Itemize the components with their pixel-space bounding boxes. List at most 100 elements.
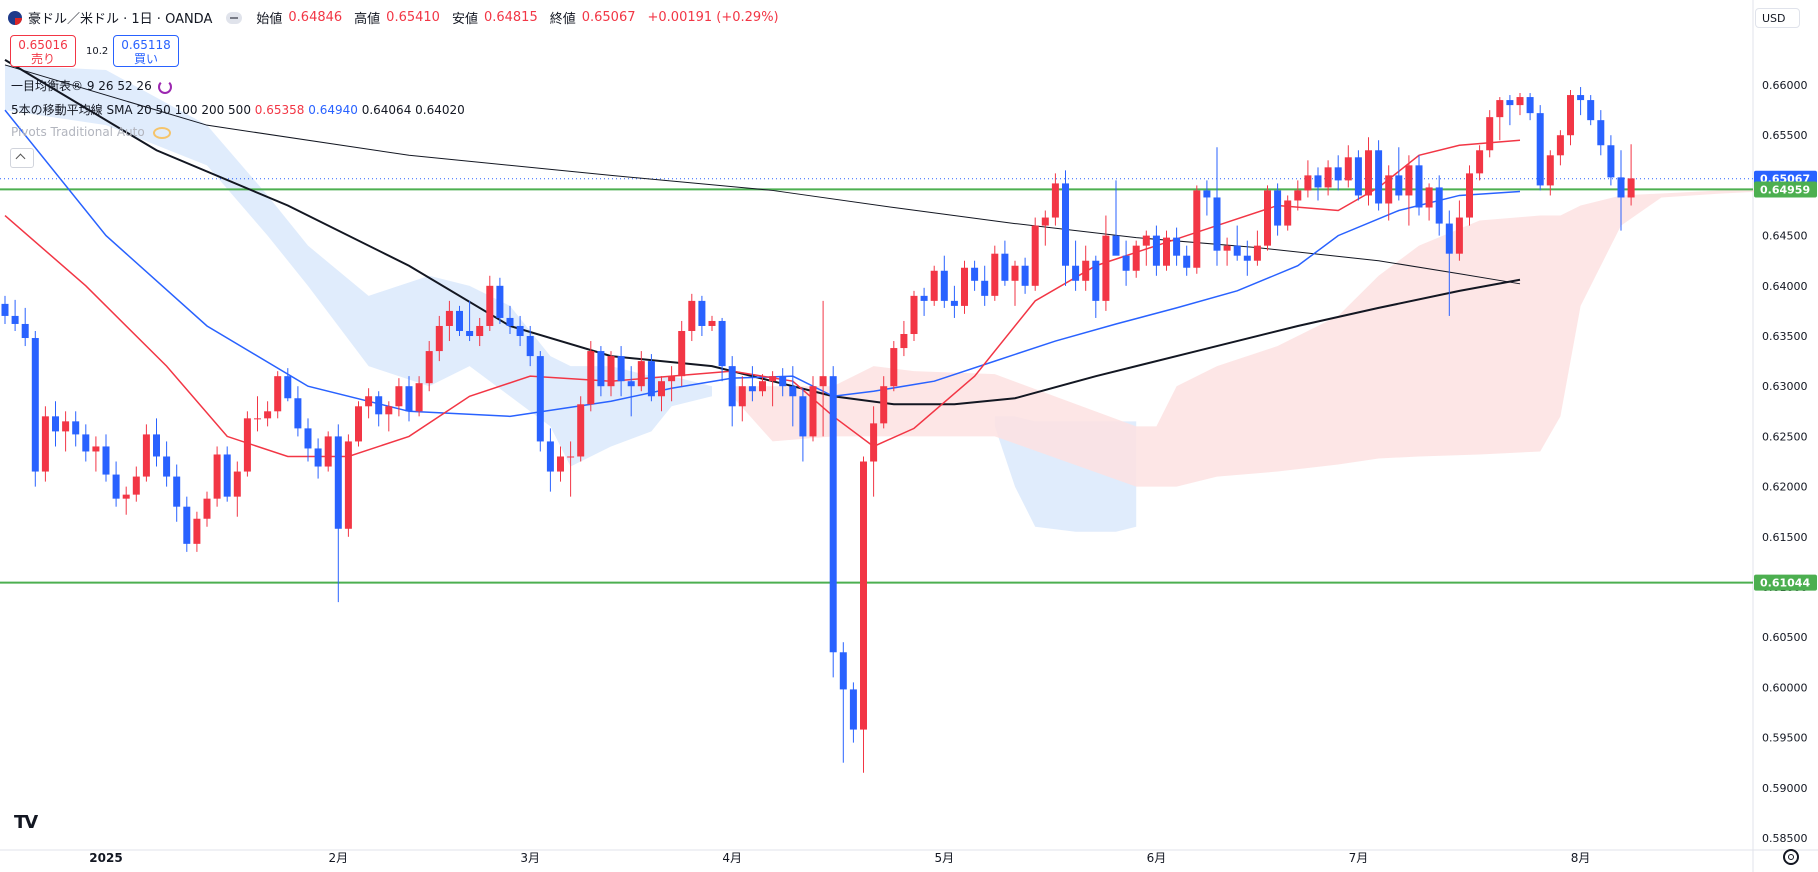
- sma200-value: 0.64020: [415, 103, 465, 117]
- sma50-value: 0.64940: [308, 103, 358, 117]
- candle-body: [1233, 245, 1241, 256]
- price-tick-label: 0.59000: [1762, 782, 1808, 795]
- candle-body: [243, 418, 251, 472]
- candle-body: [385, 406, 393, 415]
- candle-body: [577, 404, 585, 457]
- candle-body: [1243, 255, 1251, 261]
- candle-body: [223, 454, 231, 497]
- indicator-pivots[interactable]: Pivots Traditional Auto: [11, 125, 171, 139]
- candle-body: [314, 448, 322, 467]
- candle-body: [1031, 225, 1039, 286]
- candle-body: [344, 441, 352, 529]
- candle-body: [779, 376, 787, 387]
- candle-body: [1526, 97, 1534, 114]
- candle-body: [486, 285, 494, 326]
- time-tick-label: 5月: [934, 851, 954, 865]
- sell-button[interactable]: 0.65016 売り: [10, 35, 76, 67]
- high-label: 高値: [354, 12, 381, 27]
- time-tick-label: 8月: [1571, 851, 1591, 865]
- spread-value: 10.2: [86, 46, 109, 57]
- candle-body: [1445, 223, 1453, 254]
- buy-button[interactable]: 0.65118 買い: [113, 35, 179, 67]
- price-tick-label: 0.66000: [1762, 79, 1808, 92]
- candle-body: [567, 456, 575, 458]
- candle-body: [991, 253, 999, 296]
- candle-body: [324, 436, 332, 467]
- candle-body: [1142, 235, 1150, 246]
- candle-body: [900, 334, 908, 349]
- candle-body: [738, 386, 746, 407]
- candle-body: [971, 267, 979, 281]
- candle-body: [1041, 217, 1049, 226]
- symbol-title[interactable]: 豪ドル／米ドル · 1日 · OANDA: [28, 12, 213, 27]
- candle-body: [1385, 175, 1393, 204]
- candle-body: [829, 376, 837, 653]
- candle-body: [1476, 150, 1484, 174]
- candle-body: [1375, 150, 1383, 204]
- candle-body: [1183, 255, 1191, 268]
- price-tick-label: 0.64000: [1762, 280, 1808, 293]
- candle-body: [72, 421, 80, 435]
- candle-body: [1264, 190, 1271, 246]
- time-tick-label: 3月: [520, 851, 540, 865]
- candle-body: [82, 434, 90, 452]
- price-tick-label: 0.62000: [1762, 481, 1808, 494]
- indicator-sma[interactable]: 5本の移動平均線 SMA 20 50 100 200 500 0.65358 0…: [11, 101, 465, 118]
- candle-body: [860, 461, 867, 730]
- level-price-tag-bg: [1754, 181, 1817, 198]
- currency-selector[interactable]: USD: [1755, 8, 1800, 28]
- candle-body: [1466, 173, 1473, 218]
- price-tick-label: 0.63500: [1762, 330, 1808, 343]
- candle-body: [546, 441, 554, 472]
- low-label: 安値: [451, 12, 478, 27]
- open-value: 0.64846: [288, 10, 343, 25]
- candle-body: [668, 376, 676, 382]
- candle-body: [395, 386, 403, 407]
- candle-body: [1415, 165, 1423, 208]
- candle-body: [1546, 155, 1554, 186]
- candle-body: [1334, 167, 1342, 181]
- candle-body: [173, 476, 181, 507]
- candle-body: [940, 270, 948, 301]
- collapse-legend-icon[interactable]: [226, 11, 243, 24]
- candle-body: [496, 285, 504, 318]
- candle-body: [375, 396, 383, 415]
- candle-body: [254, 418, 261, 420]
- candle-body: [1567, 95, 1574, 136]
- price-tick-label: 0.65500: [1762, 129, 1808, 142]
- close-value: 0.65067: [581, 10, 636, 25]
- pivots-label: Pivots Traditional Auto: [11, 125, 145, 139]
- sma20-value: 0.65358: [254, 103, 305, 117]
- candle-body: [1011, 265, 1019, 281]
- settings-gear-icon[interactable]: [1783, 849, 1799, 865]
- candle-body: [92, 446, 100, 452]
- sma200-line: [4, 64, 1521, 285]
- candle-body: [1051, 183, 1059, 218]
- close-label: 終値: [549, 12, 576, 27]
- candle-body: [1516, 97, 1524, 106]
- candle-body: [1284, 200, 1292, 226]
- level-price-tag: 0.64959: [1760, 184, 1810, 197]
- indicator-ichimoku[interactable]: 一目均衡表® 9 26 52 26: [11, 77, 172, 94]
- candle-body: [728, 366, 736, 407]
- loading-cycle-icon: [157, 79, 172, 94]
- candle-body: [1102, 235, 1110, 301]
- candle-body: [769, 376, 777, 382]
- collapse-indicators-button[interactable]: [10, 148, 34, 168]
- candle-body: [1455, 217, 1463, 254]
- candle-body: [597, 351, 605, 387]
- candle-body: [21, 323, 29, 339]
- candle-body: [153, 434, 160, 457]
- sma100-value: 0.64064: [361, 103, 412, 117]
- candle-body: [52, 416, 59, 432]
- price-tick-label: 0.62500: [1762, 430, 1808, 443]
- candle-body: [1213, 197, 1221, 251]
- candle-body: [587, 351, 595, 405]
- candle-body: [1092, 260, 1100, 301]
- sma-label: 5本の移動平均線 SMA 20 50 100 200 500: [11, 103, 251, 117]
- candle-body: [1173, 237, 1181, 256]
- candle-body: [1536, 113, 1544, 186]
- hidden-eye-icon[interactable]: [152, 126, 171, 139]
- candle-body: [880, 386, 888, 424]
